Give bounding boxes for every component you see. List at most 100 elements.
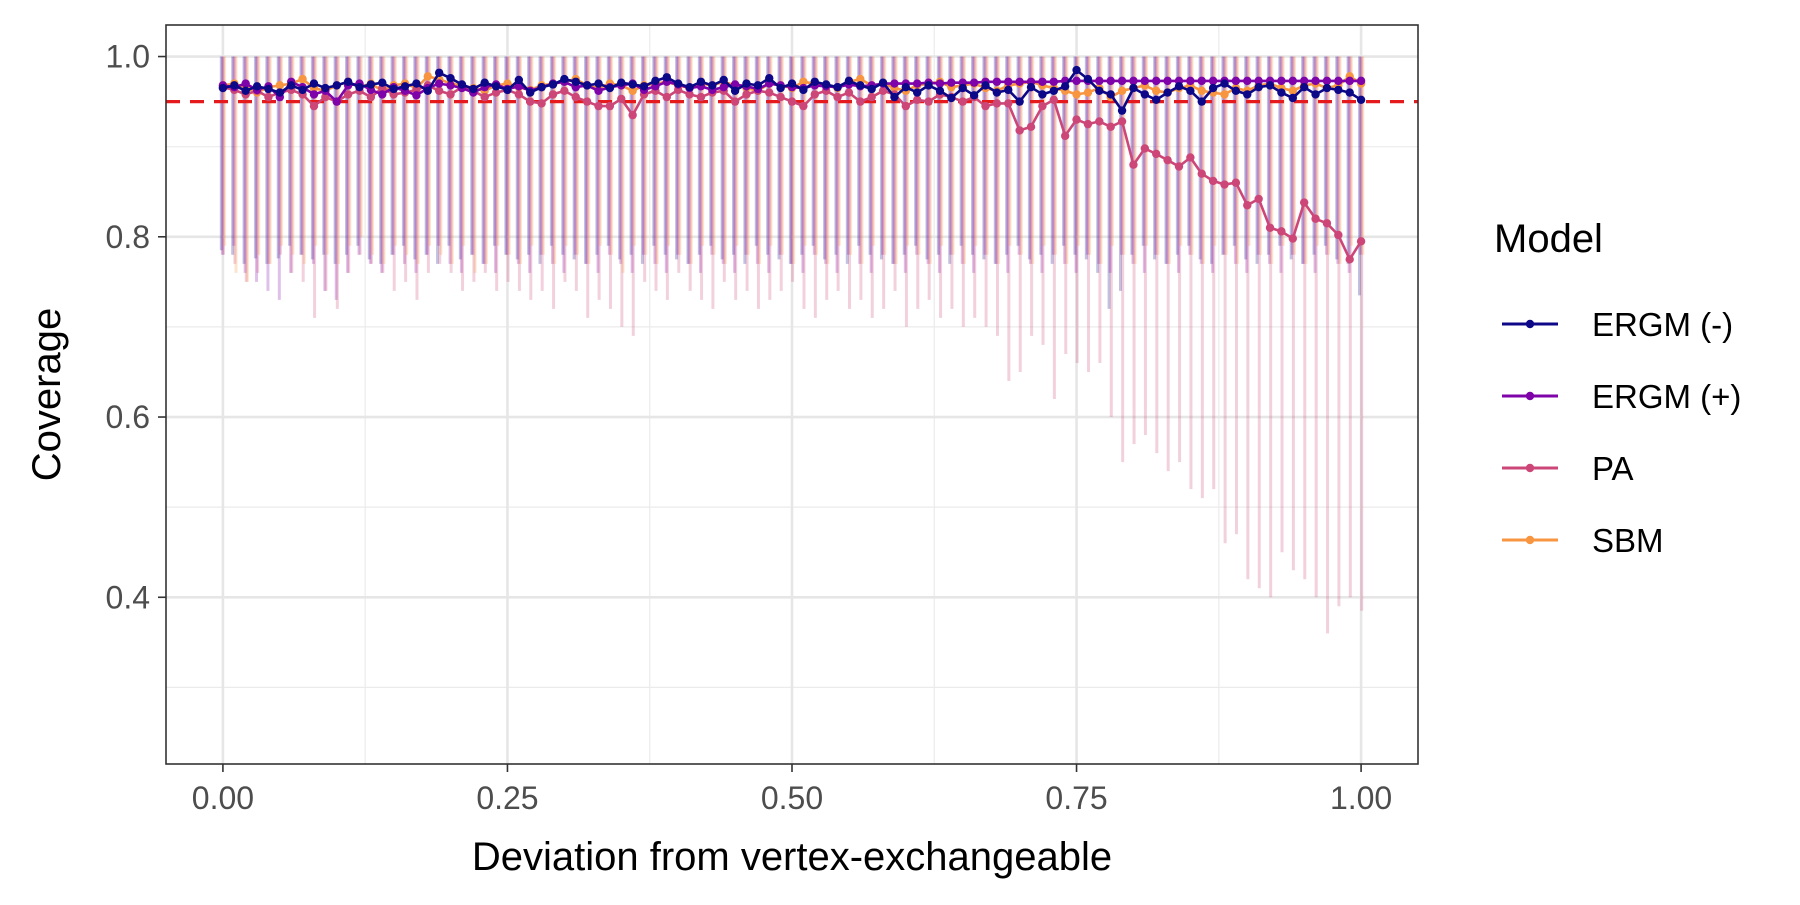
- point-pa: [1231, 178, 1241, 187]
- point-pa: [560, 86, 569, 95]
- point-pa: [981, 101, 990, 111]
- point-ergm: [309, 90, 319, 99]
- point-ergm: [491, 82, 501, 91]
- point-ergm: [639, 82, 649, 91]
- axis-layer: 0.00 0.25 0.50 0.75 1.00 0.4 0.6 0.8 1.0: [106, 39, 1393, 816]
- point-pa: [1208, 176, 1218, 186]
- point-pa: [1334, 230, 1343, 240]
- point-ergm: [412, 91, 421, 100]
- point-ergm: [1334, 85, 1343, 95]
- point-ergm: [1152, 95, 1161, 105]
- point-ergm: [821, 80, 831, 89]
- point-ergm: [969, 91, 979, 100]
- point-ergm: [1106, 76, 1115, 86]
- point-pa: [958, 97, 967, 106]
- point-ergm: [1026, 82, 1036, 92]
- point-ergm: [958, 83, 967, 93]
- point-ergm: [799, 85, 808, 95]
- point-ergm: [1095, 86, 1104, 95]
- point-pa: [1345, 255, 1354, 264]
- point-pa: [264, 92, 273, 102]
- point-pa: [878, 86, 888, 95]
- point-ergm: [1152, 76, 1161, 86]
- point-pa: [1197, 169, 1206, 178]
- point-ergm: [264, 84, 273, 94]
- point-ergm: [810, 77, 819, 86]
- point-ergm: [1208, 76, 1218, 86]
- point-ergm: [1117, 76, 1127, 86]
- point-ergm: [878, 78, 888, 87]
- point-ergm: [275, 88, 285, 97]
- series-layer: [218, 65, 1366, 264]
- point-ergm: [1174, 82, 1184, 91]
- point-ergm: [1197, 97, 1206, 106]
- point-pa: [1117, 117, 1127, 126]
- point-pa: [480, 92, 489, 102]
- point-ergm: [446, 81, 455, 90]
- point-pa: [765, 88, 774, 97]
- point-ergm: [1345, 88, 1354, 97]
- point-sbm: [1117, 86, 1127, 95]
- point-sbm: [856, 74, 865, 84]
- point-ergm: [526, 88, 535, 97]
- point-pa: [1095, 117, 1104, 126]
- point-pa: [1060, 131, 1070, 141]
- point-pa: [628, 110, 637, 120]
- point-ergm: [913, 79, 922, 88]
- point-ergm: [787, 79, 797, 88]
- legend-title: Model: [1494, 217, 1603, 261]
- point-ergm: [503, 85, 512, 95]
- point-pa: [366, 92, 376, 102]
- point-pa: [856, 97, 865, 106]
- point-ergm: [412, 79, 421, 88]
- point-sbm: [423, 72, 432, 81]
- point-ergm: [298, 85, 307, 95]
- point-ergm: [378, 90, 387, 99]
- legend-label-sbm: SBM: [1592, 522, 1664, 559]
- point-ergm: [1208, 83, 1218, 93]
- point-ergm: [947, 93, 956, 103]
- point-pa: [924, 97, 933, 106]
- point-pa: [594, 101, 603, 111]
- point-ergm: [673, 79, 683, 88]
- point-ergm: [400, 82, 410, 91]
- point-ergm: [1322, 83, 1332, 93]
- point-ergm: [935, 79, 945, 88]
- legend: Model ERGM (-) ERGM (+) PA SBM: [1494, 217, 1741, 559]
- point-ergm: [719, 82, 728, 92]
- point-pa: [1004, 99, 1013, 108]
- point-sbm: [1083, 88, 1093, 97]
- point-ergm: [742, 79, 751, 88]
- point-sbm: [1072, 90, 1081, 99]
- point-pa: [605, 101, 615, 111]
- point-ergm: [571, 77, 580, 86]
- point-pa: [1186, 153, 1195, 162]
- x-axis-title: Deviation from vertex-exchangeable: [472, 835, 1112, 879]
- point-ergm: [730, 80, 740, 89]
- point-ergm: [560, 74, 569, 84]
- legend-label-ergm: ERGM (-): [1592, 306, 1733, 343]
- point-ergm: [582, 81, 592, 90]
- point-ergm: [434, 79, 444, 88]
- y-tick-label: 0.8: [106, 219, 150, 255]
- point-ergm: [457, 80, 467, 89]
- point-ergm: [1254, 82, 1263, 92]
- point-ergm: [446, 73, 455, 83]
- point-pa: [992, 99, 1002, 108]
- point-ergm: [1277, 88, 1286, 97]
- point-ergm: [241, 79, 250, 88]
- point-ergm: [1243, 90, 1252, 99]
- point-ergm: [594, 86, 603, 95]
- point-ergm: [1288, 93, 1298, 103]
- point-pa: [1277, 227, 1286, 236]
- point-ergm: [1049, 77, 1058, 86]
- point-ergm: [753, 81, 763, 90]
- point-sbm: [298, 74, 307, 84]
- point-ergm: [1060, 82, 1070, 91]
- point-ergm: [321, 83, 330, 93]
- point-ergm: [1311, 76, 1320, 86]
- point-ergm: [1231, 86, 1241, 95]
- point-pa: [582, 97, 592, 106]
- point-pa: [617, 94, 626, 104]
